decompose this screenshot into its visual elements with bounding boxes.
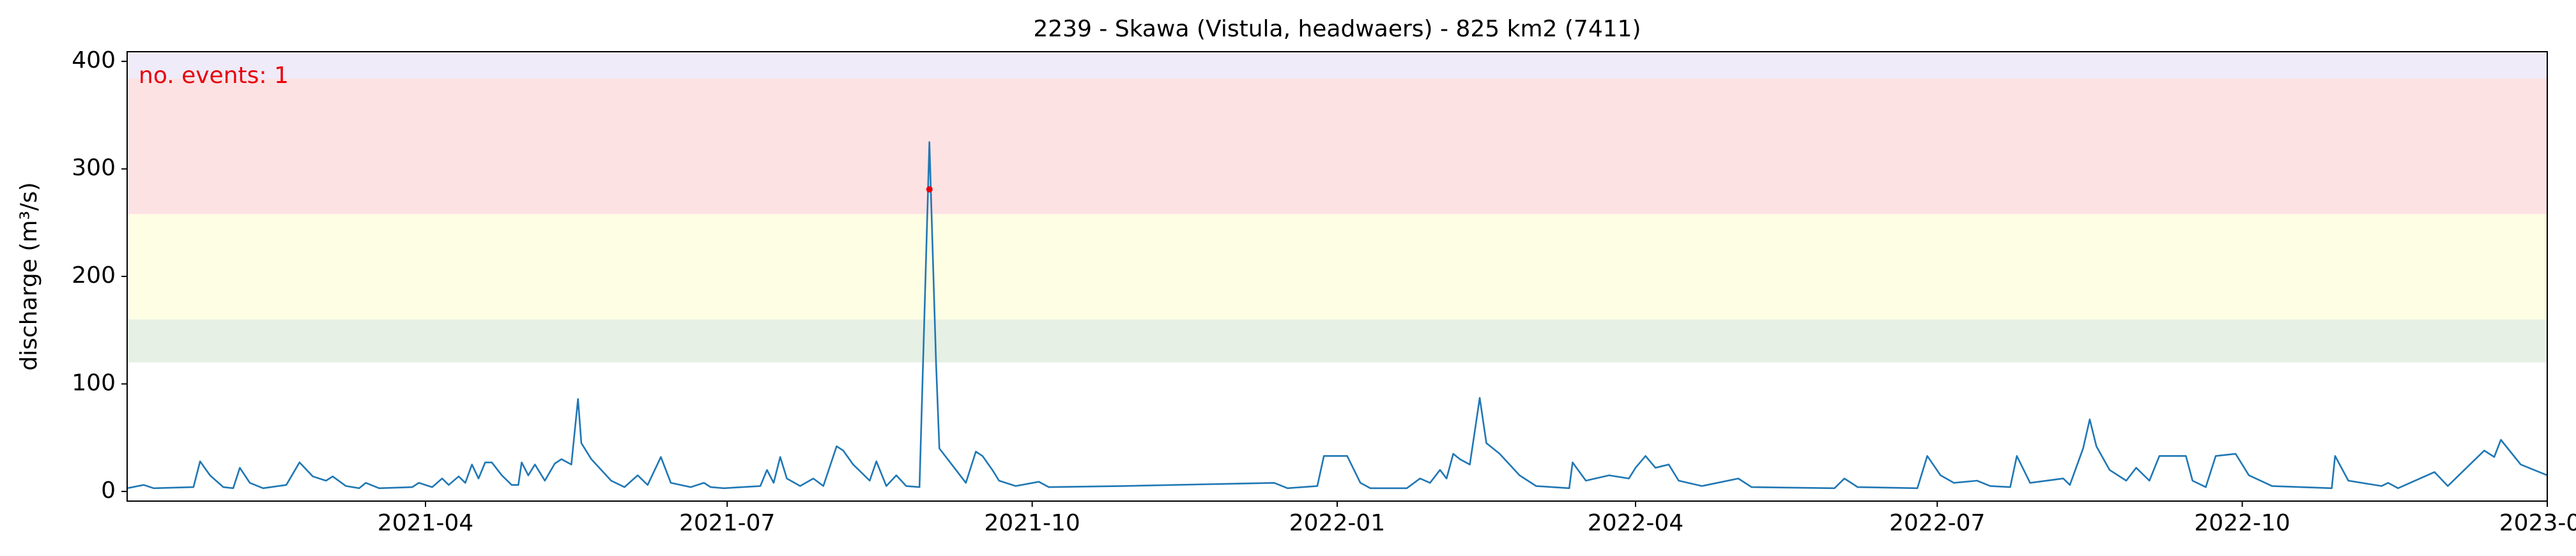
event-count: no. events: 1 <box>139 63 289 89</box>
x-tick-label: 2021-04 <box>378 510 473 536</box>
x-tick-label: 2023-01 <box>2499 510 2576 536</box>
x-tick-label: 2021-07 <box>679 510 775 536</box>
event-marker <box>926 186 933 193</box>
threshold-band <box>127 79 2547 214</box>
x-tick-label: 2022-04 <box>1588 510 1683 536</box>
discharge-line <box>126 141 2548 490</box>
y-tick-label: 0 <box>101 477 116 504</box>
threshold-band <box>127 214 2547 320</box>
x-tick-label: 2022-10 <box>2194 510 2290 536</box>
y-tick-label: 100 <box>72 370 116 396</box>
x-tick-label: 2021-10 <box>984 510 1080 536</box>
y-tick-label: 200 <box>72 262 116 289</box>
x-tick-label: 2022-07 <box>1889 510 1985 536</box>
threshold-bands <box>127 52 2547 363</box>
threshold-band <box>127 319 2547 363</box>
y-axis-label: discharge (m³/s) <box>16 182 42 370</box>
y-tick-label: 400 <box>72 47 116 73</box>
y-tick-label: 300 <box>72 155 116 181</box>
x-tick-label: 2022-01 <box>1289 510 1385 536</box>
chart-title: 2239 - Skawa (Vistula, headwaers) - 825 … <box>1033 16 1641 42</box>
threshold-band <box>127 52 2547 79</box>
